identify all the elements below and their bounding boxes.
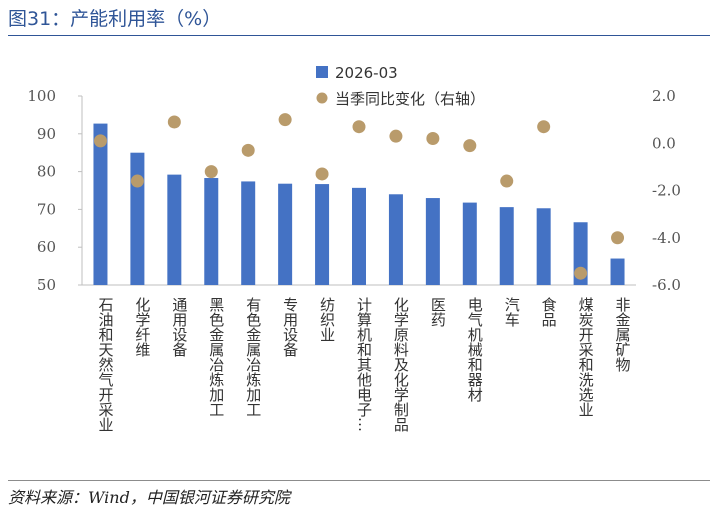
bar [425,198,440,285]
bar [462,202,477,285]
dot-marker [426,132,440,146]
bar [130,152,145,285]
dot-marker [167,115,181,129]
category-label: 专用设备 [281,297,299,357]
dot-marker [315,167,329,181]
figure-title: 图31：产能利用率（%） [8,8,222,30]
dot-marker [130,174,144,188]
right-tick-label: -6.0 [652,276,681,294]
left-tick-label: 50 [37,276,56,294]
legend-dot-swatch [316,92,328,104]
dot-marker [574,266,588,280]
footer-divider [8,480,710,481]
category-label: 纺织业 [318,297,336,342]
legend-bar-swatch [316,66,328,78]
category-label: 非金属矿物 [614,297,632,373]
category-label: 医药 [429,297,447,328]
left-tick-label: 80 [37,163,56,181]
capacity-utilization-chart: 2026-03 当季同比变化（右轴） 50 60 70 80 90 100 -6.0 -4.0… [27,64,681,432]
bar [204,178,219,285]
dot-marker [241,143,255,157]
dot-marker [463,139,477,153]
bar [499,207,514,285]
dot-marker [352,120,366,134]
bar [278,183,293,285]
category-label: 煤炭开采和洗选业 [577,297,595,417]
right-tick-label: 2.0 [652,87,676,105]
source-note: 资料来源：Wind，中国银河证券研究院 [8,488,290,507]
dot-marker [500,174,514,188]
bar [610,258,625,285]
left-tick-label: 90 [37,125,56,143]
legend-dot-label: 当季同比变化（右轴） [335,90,485,108]
dot-series [93,113,625,280]
dot-marker [537,120,551,134]
dot-marker [278,113,292,127]
bar [167,174,182,285]
bar [93,123,108,286]
dot-marker [389,129,403,143]
left-tick-label: 60 [37,238,56,256]
category-label: 黑色金属冶炼加工 [207,297,225,417]
category-label: 通用设备 [170,297,188,357]
category-label: 电气机械和器材 [466,297,484,402]
dot-marker [611,231,625,245]
chart-legend: 2026-03 当季同比变化（右轴） [316,64,485,108]
category-label: 有色金属冶炼加工 [244,297,262,417]
right-axis: -6.0 -4.0 -2.0 0.0 2.0 [652,87,681,294]
title-divider [8,35,710,36]
left-axis: 50 60 70 80 90 100 [27,87,636,294]
right-tick-label: -2.0 [652,182,681,200]
bar [388,194,403,285]
right-tick-label: -4.0 [652,229,681,247]
bar [315,184,330,285]
bar [536,208,551,285]
dot-marker [204,165,218,179]
category-label: 石油和天然气开采业 [96,297,114,432]
left-tick-label: 70 [37,200,56,218]
bar [352,187,366,285]
dot-marker [93,134,107,148]
bar [241,181,256,285]
category-label: 化学原料及化学制品 [392,297,410,432]
category-label: 化学纤维 [133,297,151,357]
category-label: 计算机和其他电子… [355,297,373,432]
legend-bar-label: 2026-03 [335,64,398,82]
bar-series [93,123,625,286]
right-tick-label: 0.0 [652,134,676,152]
category-label: 食品 [540,297,558,327]
left-tick-label: 100 [27,87,56,105]
category-label: 汽车 [503,297,521,327]
category-labels: 石油和天然气开采业 化学纤维 通用设备 黑色金属冶炼加工 有色金属冶炼加工 专用设备 纺织业… [96,297,631,432]
